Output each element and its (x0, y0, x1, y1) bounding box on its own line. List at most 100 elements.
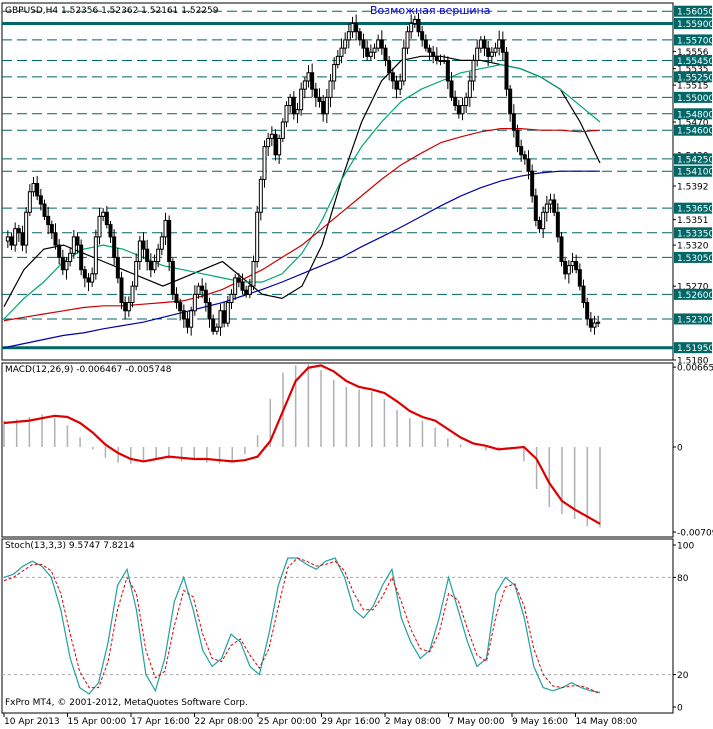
candle-body (93, 236, 98, 275)
candle-body (357, 31, 362, 41)
candle-body (203, 289, 208, 304)
horizontal-levels (2, 10, 673, 350)
candle-body (423, 39, 428, 49)
price-label: 1.54100 (677, 168, 713, 178)
candle-body (86, 277, 91, 283)
candle-body (97, 215, 102, 238)
candle-body (471, 59, 476, 82)
candle-body (387, 59, 392, 74)
candle-body (530, 170, 535, 197)
candle-body (79, 244, 84, 271)
moving-average-line (3, 128, 601, 322)
candle-body (53, 232, 58, 246)
candle-body (262, 146, 267, 180)
candle-body (464, 96, 469, 107)
candle-body (537, 219, 542, 230)
candle-body (57, 244, 62, 258)
price-label-box (674, 288, 712, 300)
candle-body (82, 269, 87, 279)
price-label-box (674, 251, 712, 263)
price-label: 1.55000 (677, 94, 713, 104)
candle-body (284, 105, 289, 123)
candle-body (49, 224, 54, 234)
candle-body (240, 281, 245, 291)
price-label: 1.51950 (677, 344, 713, 354)
macd-signal-line (3, 364, 601, 525)
candle-body (460, 105, 465, 115)
panel-frame-0 (1, 2, 674, 361)
candle-body (585, 302, 590, 320)
candle-body (544, 203, 549, 213)
price-label: 1.54800 (677, 110, 713, 120)
candle-body (574, 261, 579, 271)
candle-body (592, 322, 597, 328)
candle-body (486, 47, 491, 57)
candle-body (108, 224, 113, 238)
candle-body (552, 199, 557, 213)
price-label: 1.56050 (677, 8, 713, 18)
candle-body (416, 18, 421, 33)
macd-panel: 0.006659 0 -0.00709 (3, 364, 713, 539)
price-axis-labels: 1.56050 1.55900 1.55700 1.55561.554501.5535… (673, 5, 713, 367)
candle-body (211, 318, 216, 332)
candle-body (475, 47, 480, 61)
price-label: 1.5470 (677, 119, 709, 129)
candle-body (566, 265, 571, 275)
candle-body (255, 211, 260, 263)
panel-frame-1 (1, 362, 674, 538)
time-label: 9 May 16:00 (512, 717, 568, 727)
price-label: 1.53650 (677, 205, 713, 215)
price-label-box (674, 5, 712, 17)
price-label: 1.55900 (677, 20, 713, 30)
candle-body (559, 236, 564, 263)
candle-body (427, 47, 432, 53)
candle-body (126, 302, 131, 312)
time-label: 14 May 08:00 (576, 717, 638, 727)
stoch-label: Stoch(13,3,3) 9.5747 7.8214 (5, 541, 135, 551)
price-label: 1.54600 (677, 127, 713, 137)
candle-body (581, 285, 586, 304)
candle-body (577, 269, 582, 287)
candle-body (401, 47, 406, 82)
price-label-box (674, 202, 712, 214)
panel-frames (1, 2, 674, 714)
candle-body (251, 261, 256, 287)
moving-average-line (3, 63, 601, 320)
stoch-signal-line (3, 557, 601, 695)
candle-body (317, 96, 322, 102)
price-label-box (674, 342, 712, 354)
candle-body (306, 72, 311, 82)
candle-body (588, 318, 593, 328)
price-label: 1.5515 (677, 82, 709, 92)
candle-body (38, 195, 43, 205)
price-label: 1.55450 (677, 57, 713, 67)
candle-body (174, 293, 179, 304)
candle-body (137, 240, 142, 263)
candle-body (310, 72, 315, 90)
candle-body (324, 96, 329, 115)
candle-body (192, 293, 197, 312)
price-label: 1.5535 (677, 65, 709, 75)
price-label-box (674, 34, 712, 46)
candle-body (167, 219, 172, 263)
candle-body (16, 228, 21, 234)
candle-body (236, 277, 241, 283)
time-label: 17 Apr 16:00 (131, 717, 190, 727)
candle-body (343, 39, 348, 49)
macd-axis-label: 0 (677, 444, 683, 454)
time-axis-labels: 10 Apr 2013 15 Apr 00:00 17 Apr 16:00 22 Ap… (3, 713, 638, 727)
time-label: 25 Apr 00:00 (258, 717, 317, 727)
candle-body (299, 88, 304, 111)
candle-body (420, 31, 425, 41)
time-label: 22 Apr 08:00 (195, 717, 254, 727)
candle-body (189, 310, 194, 328)
annotation-possible-top: Возможная вершина (370, 4, 491, 17)
stoch-axis-label: 0 (677, 704, 683, 714)
candle-body (368, 51, 373, 57)
price-label-box (674, 313, 712, 325)
candle-body (229, 293, 234, 304)
candle-body (13, 228, 18, 246)
candle-body (295, 109, 300, 115)
candle-body (9, 236, 14, 246)
